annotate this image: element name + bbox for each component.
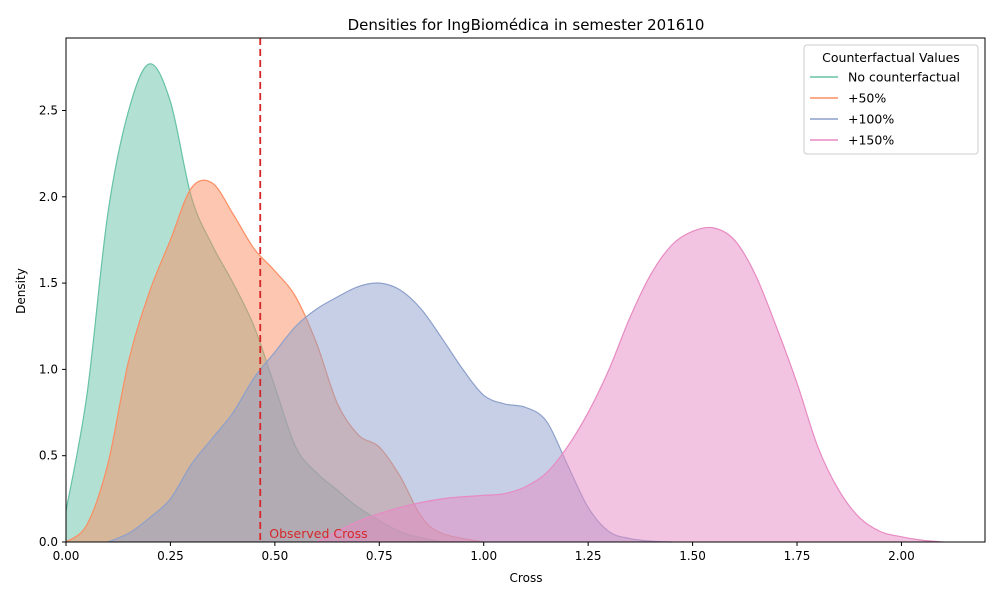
legend-title: Counterfactual Values (822, 50, 960, 65)
legend-entry-0: No counterfactual (848, 70, 960, 85)
x-tick-label-2: 0.50 (262, 549, 289, 563)
x-tick-label-6: 1.50 (679, 549, 706, 563)
chart-title: Densities for IngBiomédica in semester 2… (348, 16, 705, 34)
observed-cross-label: Observed Cross (269, 526, 367, 541)
density-areas (65, 63, 944, 543)
x-tick-label-7: 1.75 (784, 549, 811, 563)
x-tick-label-1: 0.25 (157, 549, 184, 563)
x-tick-label-8: 2.00 (888, 549, 915, 563)
density-line-3 (316, 226, 944, 543)
y-axis-label: Density (14, 268, 28, 314)
x-tick-label-0: 0.00 (53, 549, 80, 563)
y-tick-label-3: 1.5 (39, 276, 58, 290)
legend: Counterfactual Values No counterfactual +5… (803, 44, 979, 155)
x-tick-label-5: 1.25 (575, 549, 602, 563)
density-area-2 (107, 282, 672, 542)
y-tick-label-5: 2.5 (39, 103, 58, 117)
legend-entry-1: +50% (848, 91, 886, 106)
x-tick-label-4: 1.00 (470, 549, 497, 563)
x-axis-label: Cross (510, 571, 543, 585)
axes: 0.00 0.25 0.50 0.75 1.00 1.25 1.50 1.75 2.00 0.0 0… (39, 37, 986, 563)
legend-box (803, 44, 979, 155)
legend-entry-3: +150% (848, 133, 894, 148)
y-tick-label-2: 1.0 (39, 362, 58, 376)
y-tick-label-4: 2.0 (39, 190, 58, 204)
y-tick-label-1: 0.5 (39, 449, 58, 463)
legend-entry-2: +100% (848, 112, 894, 127)
plot-frame (65, 37, 986, 543)
density-area-3 (316, 227, 944, 542)
reference-line-group: Observed Cross (259, 38, 368, 542)
x-tick-label-3: 0.75 (366, 549, 393, 563)
y-tick-label-0: 0.0 (39, 535, 58, 549)
